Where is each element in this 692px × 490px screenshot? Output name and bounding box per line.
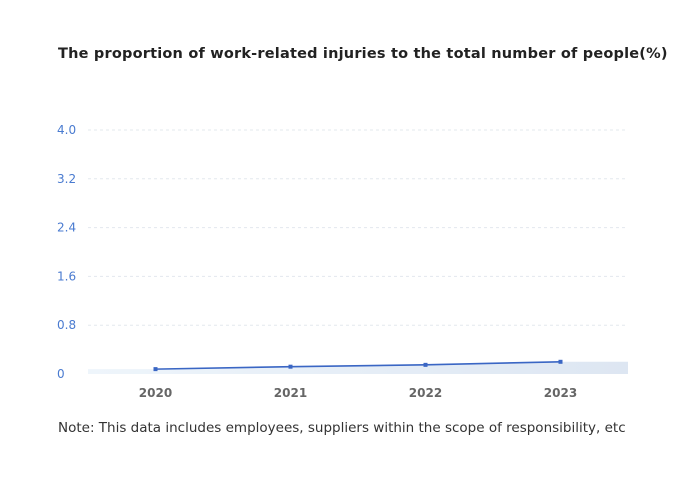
y-tick-label: 2.4 bbox=[57, 221, 76, 235]
x-tick-label: 2020 bbox=[139, 386, 172, 400]
y-tick-label: 3.2 bbox=[57, 172, 76, 186]
y-tick-label: 0 bbox=[57, 367, 65, 381]
data-point-2022 bbox=[423, 362, 428, 367]
footnote: Note: This data includes employees, supp… bbox=[58, 420, 626, 436]
chart-title: The proportion of work-related injuries … bbox=[58, 46, 668, 62]
data-point-2023 bbox=[558, 359, 563, 364]
x-tick-label: 2021 bbox=[274, 386, 307, 400]
y-tick-label: 0.8 bbox=[57, 318, 76, 332]
y-tick-label: 1.6 bbox=[57, 269, 76, 283]
x-tick-label: 2023 bbox=[544, 386, 577, 400]
series-line bbox=[155, 361, 561, 370]
data-point-2020 bbox=[153, 367, 158, 372]
area-fill bbox=[88, 361, 628, 374]
y-tick-label: 4.0 bbox=[57, 123, 76, 137]
data-point-2021 bbox=[288, 364, 293, 369]
x-tick-label: 2022 bbox=[409, 386, 442, 400]
